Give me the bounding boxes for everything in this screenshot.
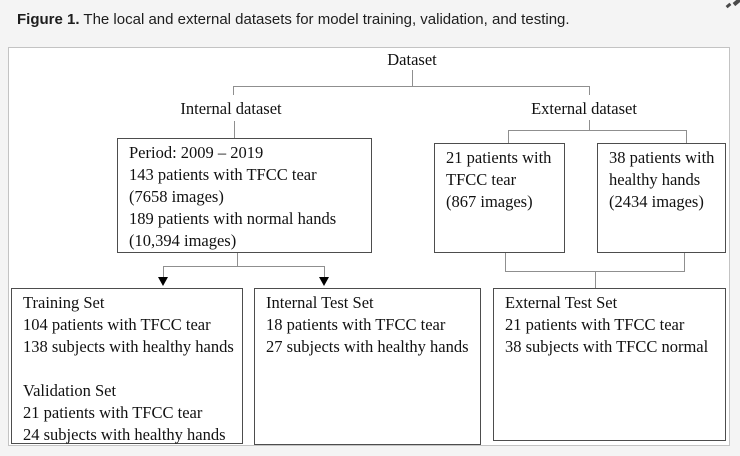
box-text-line bbox=[23, 358, 237, 380]
box-text-line: 21 patients with TFCC tear bbox=[505, 315, 685, 334]
connector-line bbox=[233, 86, 590, 87]
connector-line bbox=[237, 253, 238, 266]
box-text-line: TFCC tear bbox=[446, 170, 517, 189]
box-external-tear: 21 patients with TFCC tear (867 images) bbox=[434, 143, 565, 253]
box-text-line: Training Set bbox=[23, 293, 105, 312]
figure-caption-label: Figure 1. bbox=[17, 11, 80, 28]
connector-line bbox=[505, 253, 506, 271]
box-text-line: 24 subjects with healthy hands bbox=[23, 425, 226, 444]
box-text-line: healthy hands bbox=[609, 170, 701, 189]
connector-line bbox=[163, 266, 325, 267]
box-text-line: External Test Set bbox=[505, 293, 618, 312]
connector-line bbox=[234, 121, 235, 138]
box-text-line: 189 patients with normal hands bbox=[129, 209, 337, 228]
node-external-dataset: External dataset bbox=[531, 99, 637, 118]
connector-line bbox=[684, 253, 685, 271]
arrow-down-icon bbox=[158, 277, 168, 286]
box-text-line: (2434 images) bbox=[609, 192, 704, 211]
box-text-line: 143 patients with TFCC tear bbox=[129, 165, 317, 184]
connector-line bbox=[324, 266, 325, 277]
connector-line bbox=[508, 130, 509, 143]
box-external-healthy: 38 patients with healthy hands (2434 ima… bbox=[597, 143, 726, 253]
node-internal-dataset: Internal dataset bbox=[180, 99, 282, 118]
cursor-artifact bbox=[725, 2, 732, 9]
box-text-line: 21 patients with TFCC tear bbox=[23, 403, 203, 422]
connector-line bbox=[686, 130, 687, 143]
connector-line bbox=[508, 130, 687, 131]
cursor-artifact bbox=[732, 0, 740, 7]
flowchart-panel: Dataset Internal dataset External datase… bbox=[8, 47, 730, 446]
arrow-down-icon bbox=[319, 277, 329, 286]
box-text-line: 38 patients with bbox=[609, 148, 715, 167]
box-text-line: (7658 images) bbox=[129, 187, 224, 206]
box-training-validation: Training Set 104 patients with TFCC tear… bbox=[11, 288, 243, 444]
box-text-line: 138 subjects with healthy hands bbox=[23, 337, 234, 356]
connector-line bbox=[595, 271, 596, 288]
box-internal-test: Internal Test Set 18 patients with TFCC … bbox=[254, 288, 481, 445]
connector-line bbox=[412, 70, 413, 86]
box-text-line: 38 subjects with TFCC normal bbox=[505, 337, 709, 356]
connector-line bbox=[163, 266, 164, 277]
box-text-line: 21 patients with bbox=[446, 148, 552, 167]
box-text-line: (867 images) bbox=[446, 192, 533, 211]
box-text-line: 27 subjects with healthy hands bbox=[266, 337, 469, 356]
box-text-line: Internal Test Set bbox=[266, 293, 374, 312]
box-text-line: Validation Set bbox=[23, 381, 117, 400]
connector-line bbox=[589, 86, 590, 95]
box-text-line: Period: 2009 – 2019 bbox=[129, 143, 264, 162]
box-external-test: External Test Set 21 patients with TFCC … bbox=[493, 288, 726, 441]
box-text-line: 18 patients with TFCC tear bbox=[266, 315, 446, 334]
node-dataset: Dataset bbox=[387, 50, 437, 69]
box-text-line: 104 patients with TFCC tear bbox=[23, 315, 211, 334]
box-text-line: (10,394 images) bbox=[129, 231, 237, 250]
figure-caption: Figure 1. The local and external dataset… bbox=[17, 11, 570, 28]
connector-line bbox=[589, 120, 590, 130]
figure-caption-text: The local and external datasets for mode… bbox=[83, 11, 570, 28]
connector-line bbox=[233, 86, 234, 95]
box-internal-summary: Period: 2009 – 2019 143 patients with TF… bbox=[117, 138, 372, 253]
